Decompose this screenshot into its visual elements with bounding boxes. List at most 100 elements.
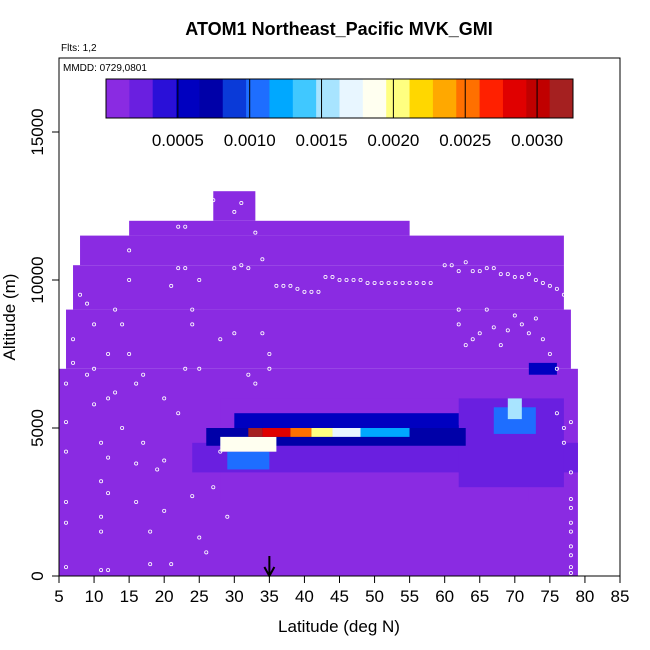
x-tick-label: 30: [225, 587, 244, 606]
flight-point: [533, 277, 538, 282]
x-tick-label: 55: [400, 587, 419, 606]
flight-point: [127, 351, 132, 356]
flight-point: [106, 396, 111, 401]
flight-point: [99, 568, 104, 573]
colorbar-swatch: [479, 79, 504, 118]
flight-point: [267, 366, 272, 371]
flight-point: [113, 390, 118, 395]
flight-point: [309, 289, 314, 294]
flight-point: [526, 272, 531, 277]
x-tick-label: 45: [330, 587, 349, 606]
colorbar-tick-label: 0.0025: [439, 131, 491, 150]
flight-point: [463, 260, 468, 265]
colorbar-swatch: [316, 79, 340, 118]
heatmap-cell: [80, 235, 564, 266]
flight-point: [568, 565, 573, 570]
heatmap-cell: [528, 362, 557, 375]
flight-point: [519, 322, 524, 327]
heatmap-cell: [213, 191, 256, 221]
flight-point: [372, 280, 377, 285]
flight-point: [148, 529, 153, 534]
colorbar-tick-label: 0.0015: [296, 131, 348, 150]
flight-point: [148, 562, 153, 567]
flight-point: [162, 508, 167, 513]
flight-point: [568, 571, 573, 576]
colorbar-swatch: [152, 79, 177, 118]
flight-point: [449, 263, 454, 268]
flight-point: [176, 266, 181, 271]
heatmap-cell: [234, 413, 459, 428]
flight-point: [127, 248, 132, 253]
colorbar-tick-label: 0.0005: [152, 131, 204, 150]
flight-point: [491, 325, 496, 330]
flight-point: [239, 201, 244, 206]
flight-point: [190, 322, 195, 327]
flight-point: [260, 331, 265, 336]
x-tick-label: 60: [435, 587, 454, 606]
flight-point: [120, 425, 125, 430]
colorbar-swatch: [549, 79, 574, 118]
flight-point: [218, 449, 223, 454]
colorbar-swatch: [456, 79, 481, 118]
flight-point: [197, 277, 202, 282]
x-tick-label: 5: [54, 587, 63, 606]
flight-point: [400, 280, 405, 285]
flight-point: [568, 520, 573, 525]
flight-point: [533, 316, 538, 321]
colorbar: 0.0005 0.0010 0.0015 0.0020 0.0025 0.0030: [105, 78, 574, 150]
latitude-marker-arrow: [263, 556, 276, 579]
flight-point: [365, 280, 370, 285]
flight-point: [106, 568, 111, 573]
flight-point: [554, 366, 559, 371]
flight-points: [64, 198, 573, 576]
flight-point: [120, 322, 125, 327]
flight-point: [169, 562, 174, 567]
flight-point: [568, 505, 573, 510]
flight-point: [225, 514, 230, 519]
flight-point: [421, 280, 426, 285]
flight-point: [568, 420, 573, 425]
flight-point: [337, 277, 342, 282]
flight-point: [568, 529, 573, 534]
heatmap-cell: [73, 265, 564, 310]
flight-point: [393, 280, 398, 285]
flight-point: [92, 402, 97, 407]
flight-point: [561, 440, 566, 445]
flight-point: [477, 269, 482, 274]
flight-point: [554, 286, 559, 291]
flight-point: [85, 301, 90, 306]
flight-point: [99, 440, 104, 445]
heatmap-cell: [220, 436, 277, 452]
flight-point: [554, 411, 559, 416]
flight-point: [162, 396, 167, 401]
flight-point: [232, 209, 237, 214]
x-tick-label: 75: [540, 587, 559, 606]
flight-point: [442, 263, 447, 268]
flight-point: [190, 307, 195, 312]
colorbar-swatch: [129, 79, 154, 118]
x-tick-label: 15: [120, 587, 139, 606]
flight-point: [134, 461, 139, 466]
colorbar-swatch: [386, 79, 411, 118]
colorbar-tick-label: 0.0020: [367, 131, 419, 150]
flight-point: [141, 372, 146, 377]
flight-point: [232, 331, 237, 336]
flight-point: [253, 381, 258, 386]
flight-point: [92, 322, 97, 327]
flight-point: [484, 266, 489, 271]
flight-point: [302, 289, 307, 294]
flight-point: [344, 277, 349, 282]
flight-point: [71, 337, 76, 342]
flight-point: [106, 351, 111, 356]
colorbar-swatch: [362, 79, 387, 118]
heatmap-cell: [507, 398, 522, 420]
heatmap-cell: [311, 425, 333, 437]
flight-point: [386, 280, 391, 285]
flight-point: [134, 381, 139, 386]
flight-point: [239, 263, 244, 268]
heatmap-cell: [66, 309, 571, 369]
flight-point: [99, 514, 104, 519]
flight-point: [274, 283, 279, 288]
flight-point: [540, 337, 545, 342]
flight-point: [197, 366, 202, 371]
